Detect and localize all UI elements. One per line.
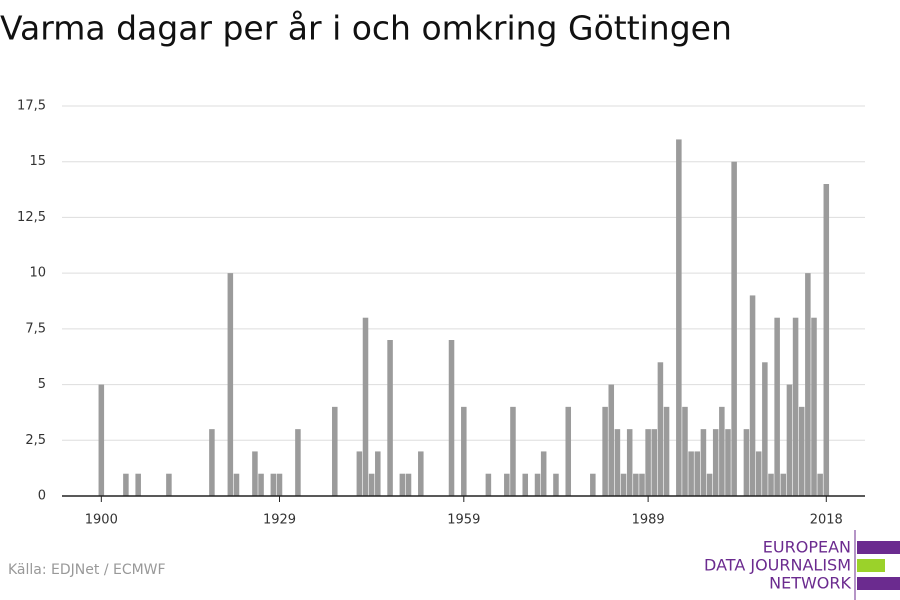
y-tick-label: 17,5 xyxy=(17,99,46,114)
bar xyxy=(418,451,424,496)
bar xyxy=(700,429,707,496)
bar xyxy=(657,362,664,496)
bar xyxy=(522,473,529,496)
y-tick-label: 15 xyxy=(29,154,46,169)
bar xyxy=(504,473,510,496)
bar xyxy=(590,473,596,496)
bar xyxy=(786,384,793,496)
bar xyxy=(626,429,633,496)
bar xyxy=(399,473,406,496)
bar xyxy=(755,451,762,496)
bar xyxy=(387,340,393,496)
bar xyxy=(792,317,799,496)
y-tick-label: 2,5 xyxy=(25,433,46,448)
bar xyxy=(602,406,608,496)
bar xyxy=(768,473,774,496)
bar xyxy=(614,429,621,496)
logo-text: NETWORK xyxy=(769,574,851,593)
bar xyxy=(608,384,615,496)
logo-text: EUROPEAN xyxy=(763,538,851,557)
x-tick-label: 1989 xyxy=(632,513,665,528)
y-tick-label: 5 xyxy=(38,377,46,392)
bar xyxy=(731,161,737,496)
bar xyxy=(633,473,639,496)
x-tick-label: 1929 xyxy=(263,513,296,528)
y-tick-label: 7,5 xyxy=(25,321,46,336)
bar xyxy=(295,429,301,496)
bar xyxy=(405,473,412,496)
bar xyxy=(694,451,701,496)
bar xyxy=(719,406,725,496)
bar xyxy=(645,429,651,496)
source: Källa: EDJNet / ECMWF xyxy=(8,562,166,578)
bar xyxy=(252,451,258,496)
bar xyxy=(209,429,215,496)
bar xyxy=(725,429,731,496)
x-tick-label: 2018 xyxy=(810,513,843,528)
y-tick-label: 10 xyxy=(29,266,46,281)
bar xyxy=(375,451,381,496)
bar xyxy=(817,473,823,496)
bar xyxy=(362,317,369,496)
logo-bar xyxy=(857,577,900,590)
bar xyxy=(553,473,559,496)
bar xyxy=(540,451,547,496)
logo-text: DATA JOURNALISM xyxy=(704,556,851,575)
bar xyxy=(663,406,670,496)
bar xyxy=(448,340,455,496)
logo-bar xyxy=(857,541,900,554)
bar xyxy=(712,429,719,496)
bar xyxy=(639,473,645,496)
bar xyxy=(798,406,805,496)
bar xyxy=(123,473,129,496)
y-tick-label: 12,5 xyxy=(17,210,46,225)
bar xyxy=(743,429,750,496)
bar xyxy=(565,406,572,496)
bar xyxy=(332,406,338,496)
bar xyxy=(135,473,141,496)
chart-title: Varma dagar per år i och omkring Götting… xyxy=(0,9,732,48)
bar xyxy=(688,451,694,496)
bar xyxy=(805,273,811,496)
bar xyxy=(706,473,713,496)
bar xyxy=(276,473,283,496)
bar xyxy=(166,473,172,496)
bar xyxy=(258,473,264,496)
bar xyxy=(485,473,492,496)
bar xyxy=(227,273,234,496)
bar xyxy=(651,429,658,496)
bar xyxy=(823,184,830,496)
bar xyxy=(620,473,627,496)
bar xyxy=(98,384,105,496)
x-tick-label: 1959 xyxy=(447,513,480,528)
bar xyxy=(682,406,688,496)
bar xyxy=(270,473,277,496)
bar xyxy=(762,362,768,496)
bar xyxy=(461,406,467,496)
bar xyxy=(811,317,817,496)
bar xyxy=(356,451,363,496)
bar xyxy=(368,473,375,496)
bar xyxy=(676,139,682,496)
bar xyxy=(233,473,240,496)
bar xyxy=(534,473,541,496)
x-tick-label: 1900 xyxy=(85,513,118,528)
y-tick-label: 0 xyxy=(38,489,46,504)
bar xyxy=(510,406,516,496)
bar xyxy=(749,295,756,496)
logo-bar xyxy=(857,559,885,572)
bar xyxy=(780,473,787,496)
bar xyxy=(774,317,780,496)
